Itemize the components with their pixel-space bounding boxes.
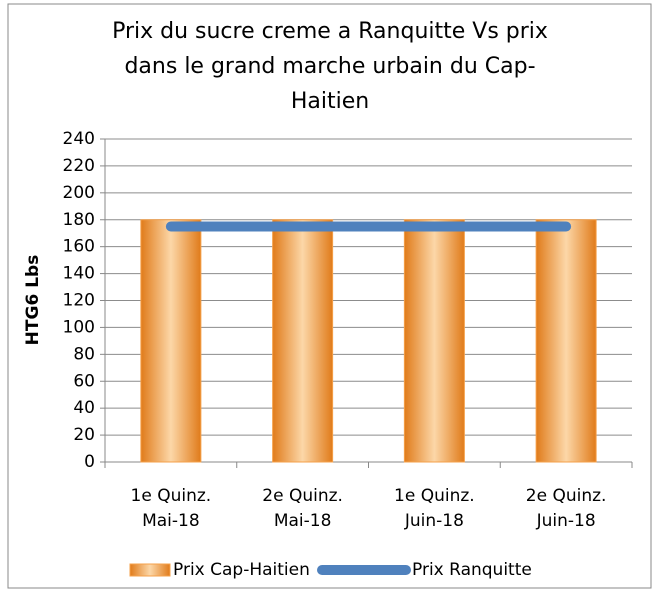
y-tick-label: 220 [63, 156, 95, 176]
y-tick-label: 60 [73, 371, 95, 391]
y-tick-label: 140 [63, 264, 95, 284]
y-tick-label: 160 [63, 237, 95, 257]
chart-border [7, 3, 652, 589]
chart-title: Prix du sucre creme a Ranquitte Vs prix … [112, 19, 548, 114]
x-tick-label: 1e Quinz. Mai-18 [130, 486, 212, 531]
bar [140, 219, 202, 463]
y-tick-label: 120 [63, 291, 95, 311]
y-tick-label: 100 [63, 317, 95, 337]
y-tick-label: 0 [84, 452, 95, 472]
legend-swatch [129, 563, 171, 577]
legend-label: Prix Ranquitte [412, 560, 532, 580]
x-tick-label: 2e Quinz. Mai-18 [262, 486, 343, 531]
y-tick-label: 240 [63, 129, 95, 149]
bar [272, 219, 334, 463]
y-tick-label: 20 [73, 425, 95, 445]
legend-label: Prix Cap-Haitien [173, 560, 310, 580]
bar [403, 219, 465, 463]
y-tick-label: 80 [73, 344, 95, 364]
y-tick-label: 200 [63, 183, 95, 203]
y-tick-label: 180 [63, 210, 95, 230]
y-tick-label: 40 [73, 398, 95, 418]
x-tick-label: 1e Quinz. Juin-18 [394, 486, 475, 531]
x-tick-label: 2e Quinz. Juin-18 [525, 486, 607, 531]
y-axis-label: HTG6 Lbs [23, 255, 43, 346]
bar [535, 219, 597, 463]
